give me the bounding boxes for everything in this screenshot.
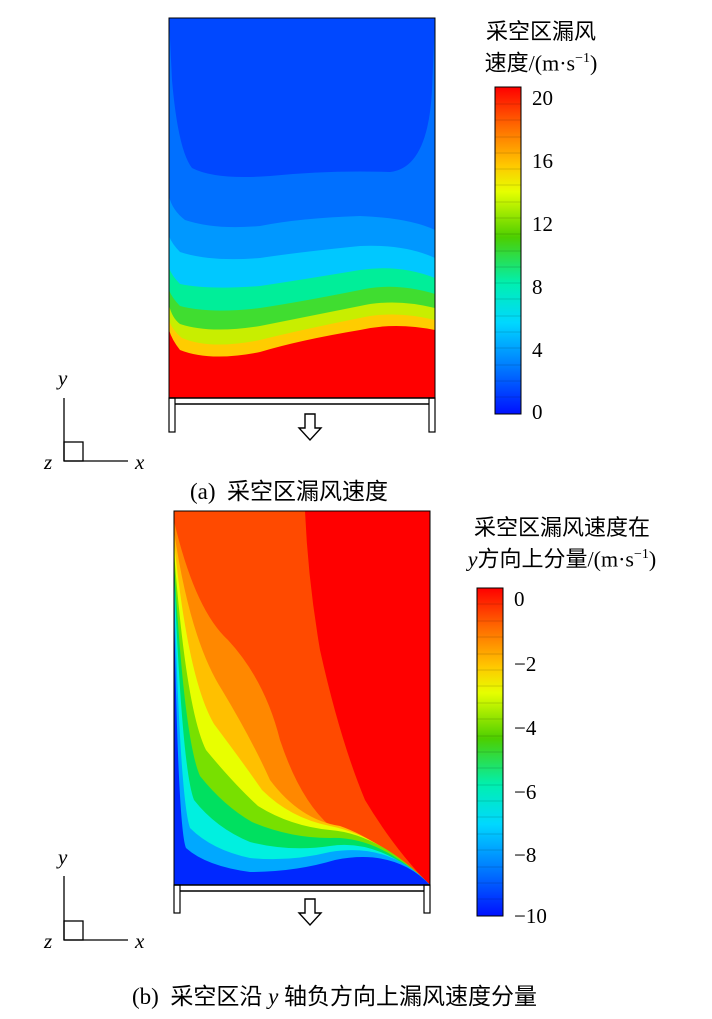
panel-a-axis-triad bbox=[63, 398, 128, 462]
panel-a-caption-label: (a) bbox=[190, 479, 216, 504]
panel-b-outlet-frame bbox=[173, 884, 431, 914]
panel-b-caption-text-1: 采空区沿 bbox=[170, 984, 263, 1009]
panel-a-contour bbox=[168, 17, 436, 399]
panel-a-outlet-frame bbox=[168, 397, 436, 433]
panel-a-colorbar-title-line2: 速度/(m·s−1) bbox=[484, 50, 598, 76]
panel-b-axis-triad bbox=[63, 876, 128, 941]
panel-a-tick-4: 4 bbox=[532, 338, 543, 362]
panel-b-tick-1: −2 bbox=[514, 652, 537, 676]
panel-b-colorbar-title-line2: y方向上分量/(m·s−1) bbox=[467, 546, 657, 572]
panel-a-axis-y-label: y bbox=[58, 366, 68, 390]
panel-b-axis-z-label: z bbox=[44, 929, 53, 953]
panel-a-tick-1: 16 bbox=[532, 149, 553, 173]
panel-b-colorbar-title-line1: 采空区漏风速度在 bbox=[473, 515, 650, 540]
panel-b-tick-3: −6 bbox=[514, 780, 537, 804]
panel-a-colorbar-title: 采空区漏风 速度/(m·s−1) bbox=[466, 18, 616, 76]
panel-b-colorbar bbox=[476, 587, 504, 917]
panel-b-caption-var: y bbox=[268, 984, 279, 1009]
panel-b-colorbar-title: 采空区漏风速度在 y方向上分量/(m·s−1) bbox=[430, 514, 694, 572]
panel-a-flow-arrow bbox=[297, 413, 323, 442]
panel-b-tick-5: −10 bbox=[514, 904, 547, 928]
panel-b-axis-x-label: x bbox=[135, 929, 145, 953]
panel-a-tick-5: 0 bbox=[532, 400, 543, 424]
panel-a-axis-z-label: z bbox=[44, 450, 53, 474]
panel-a-tick-2: 12 bbox=[532, 212, 553, 236]
panel-a-colorbar bbox=[494, 86, 522, 415]
panel-a-caption-text: 采空区漏风速度 bbox=[227, 479, 389, 504]
panel-a-tick-3: 8 bbox=[532, 275, 543, 299]
panel-b-caption: (b) 采空区沿 y 轴负方向上漏风速度分量 bbox=[132, 977, 537, 1011]
panel-b-axis-y-label: y bbox=[58, 845, 68, 869]
panel-b-tick-2: −4 bbox=[514, 716, 537, 740]
panel-b-flow-arrow bbox=[297, 898, 323, 927]
panel-a-tick-0: 20 bbox=[532, 86, 553, 110]
panel-b-caption-label: (b) bbox=[132, 984, 159, 1009]
panel-a-axis-x-label: x bbox=[135, 450, 145, 474]
panel-b-tick-4: −8 bbox=[514, 843, 537, 867]
panel-a-caption: (a) 采空区漏风速度 bbox=[190, 472, 388, 506]
panel-a-colorbar-title-line1: 采空区漏风 bbox=[485, 19, 596, 44]
panel-b-contour bbox=[173, 510, 431, 886]
panel-b-caption-text-2: 轴负方向上漏风速度分量 bbox=[284, 984, 538, 1009]
panel-b-tick-0: 0 bbox=[514, 587, 525, 611]
